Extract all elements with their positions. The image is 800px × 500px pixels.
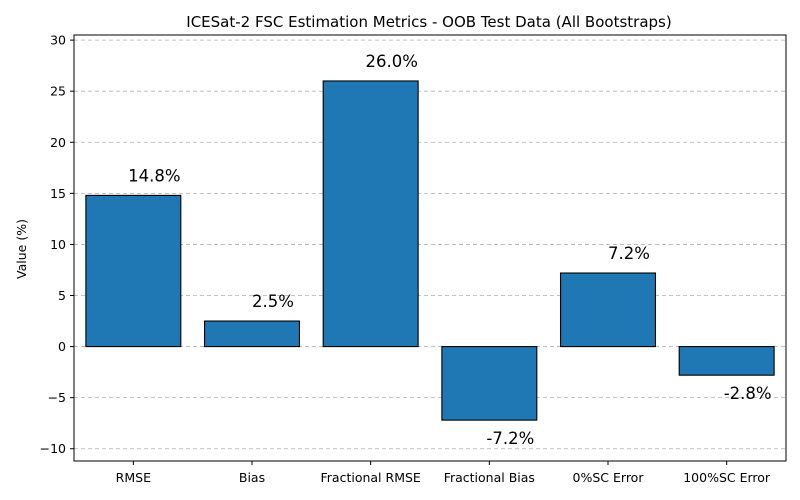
data-label: -2.8% <box>724 384 772 403</box>
y-tick-label: 15 <box>50 186 66 201</box>
bar-fractional-rmse <box>322 80 419 348</box>
data-label: 26.0% <box>365 52 417 71</box>
data-label: 14.8% <box>128 166 180 185</box>
axes: −10 −5 0 5 10 15 20 25 30 RMSE Bias Fractional RMSE… <box>40 33 787 485</box>
bar-0-sc-error <box>559 272 657 348</box>
y-tick-label: 5 <box>58 288 66 303</box>
x-tick-label: Fractional RMSE <box>321 470 421 485</box>
chart-title: ICESat-2 FSC Estimation Metrics - OOB Te… <box>186 13 671 31</box>
x-tick-label: Bias <box>239 470 265 485</box>
y-tick-label: 0 <box>58 339 66 354</box>
bar-rmse <box>85 194 182 348</box>
data-label: -7.2% <box>486 429 534 448</box>
data-label: 7.2% <box>608 244 650 263</box>
bar-fractional-bias <box>441 346 538 421</box>
x-tick-label: Fractional Bias <box>444 470 535 485</box>
plot-frame <box>73 34 787 462</box>
x-tick-label: RMSE <box>116 470 151 485</box>
data-label: 2.5% <box>252 292 294 311</box>
bars <box>85 80 775 421</box>
y-tick-label: 20 <box>50 135 66 150</box>
data-labels: 14.8% 2.5% 26.0% -7.2% 7.2% -2.8% <box>128 52 771 448</box>
y-tick-label: 25 <box>50 84 66 99</box>
bar-bias <box>203 320 301 348</box>
y-tick-label: −5 <box>48 390 66 405</box>
y-tick-label: 10 <box>50 237 66 252</box>
x-tick-label: 0%SC Error <box>573 470 645 485</box>
y-tick-label: −10 <box>40 441 66 456</box>
y-axis-label: Value (%) <box>14 219 29 279</box>
y-tick-label: 30 <box>50 33 66 48</box>
x-tick-label: 100%SC Error <box>683 470 771 485</box>
bar-100-sc-error <box>678 346 775 376</box>
